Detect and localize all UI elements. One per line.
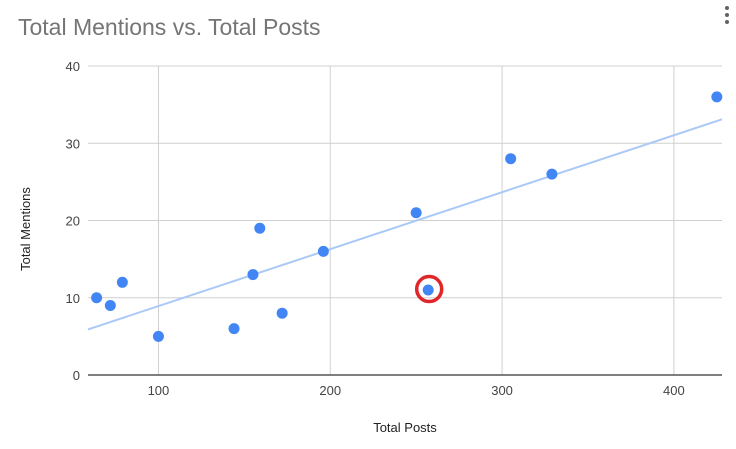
data-point (116, 276, 128, 288)
trendline (87, 118, 723, 331)
grid (88, 65, 722, 376)
y-axis-title: Total Mentions (18, 187, 33, 271)
y-tick-label: 10 (66, 291, 80, 306)
points-layer (91, 91, 723, 342)
data-point (505, 153, 517, 165)
data-point (422, 284, 434, 296)
highlight-layer (414, 274, 444, 304)
tick-labels: 0 10 20 30 40 100 200 300 400 (66, 59, 685, 398)
y-tick-label: 0 (73, 368, 80, 383)
y-tick-label: 30 (66, 136, 80, 151)
x-tick-label: 200 (319, 383, 341, 398)
data-point (254, 222, 266, 234)
trendline-layer (87, 118, 723, 331)
x-axis-title: Total Posts (373, 420, 437, 435)
data-point (410, 207, 422, 219)
y-tick-label: 20 (66, 214, 80, 229)
chart-title: Total Mentions vs. Total Posts (18, 14, 321, 40)
data-point (711, 91, 723, 103)
data-point (152, 330, 164, 342)
highlight-circle (414, 274, 444, 304)
menu-dot (725, 13, 729, 17)
data-point (228, 323, 240, 335)
x-tick-label: 300 (491, 383, 513, 398)
data-point (546, 168, 558, 180)
data-point (317, 245, 329, 257)
data-point (276, 307, 288, 319)
x-tick-label: 100 (148, 383, 170, 398)
data-point (91, 292, 103, 304)
data-point (104, 299, 116, 311)
data-point (247, 269, 259, 281)
menu-dot (725, 6, 729, 10)
more-options-icon[interactable] (718, 2, 736, 28)
menu-dot (725, 20, 729, 24)
y-tick-label: 40 (66, 59, 80, 74)
x-tick-label: 400 (663, 383, 685, 398)
